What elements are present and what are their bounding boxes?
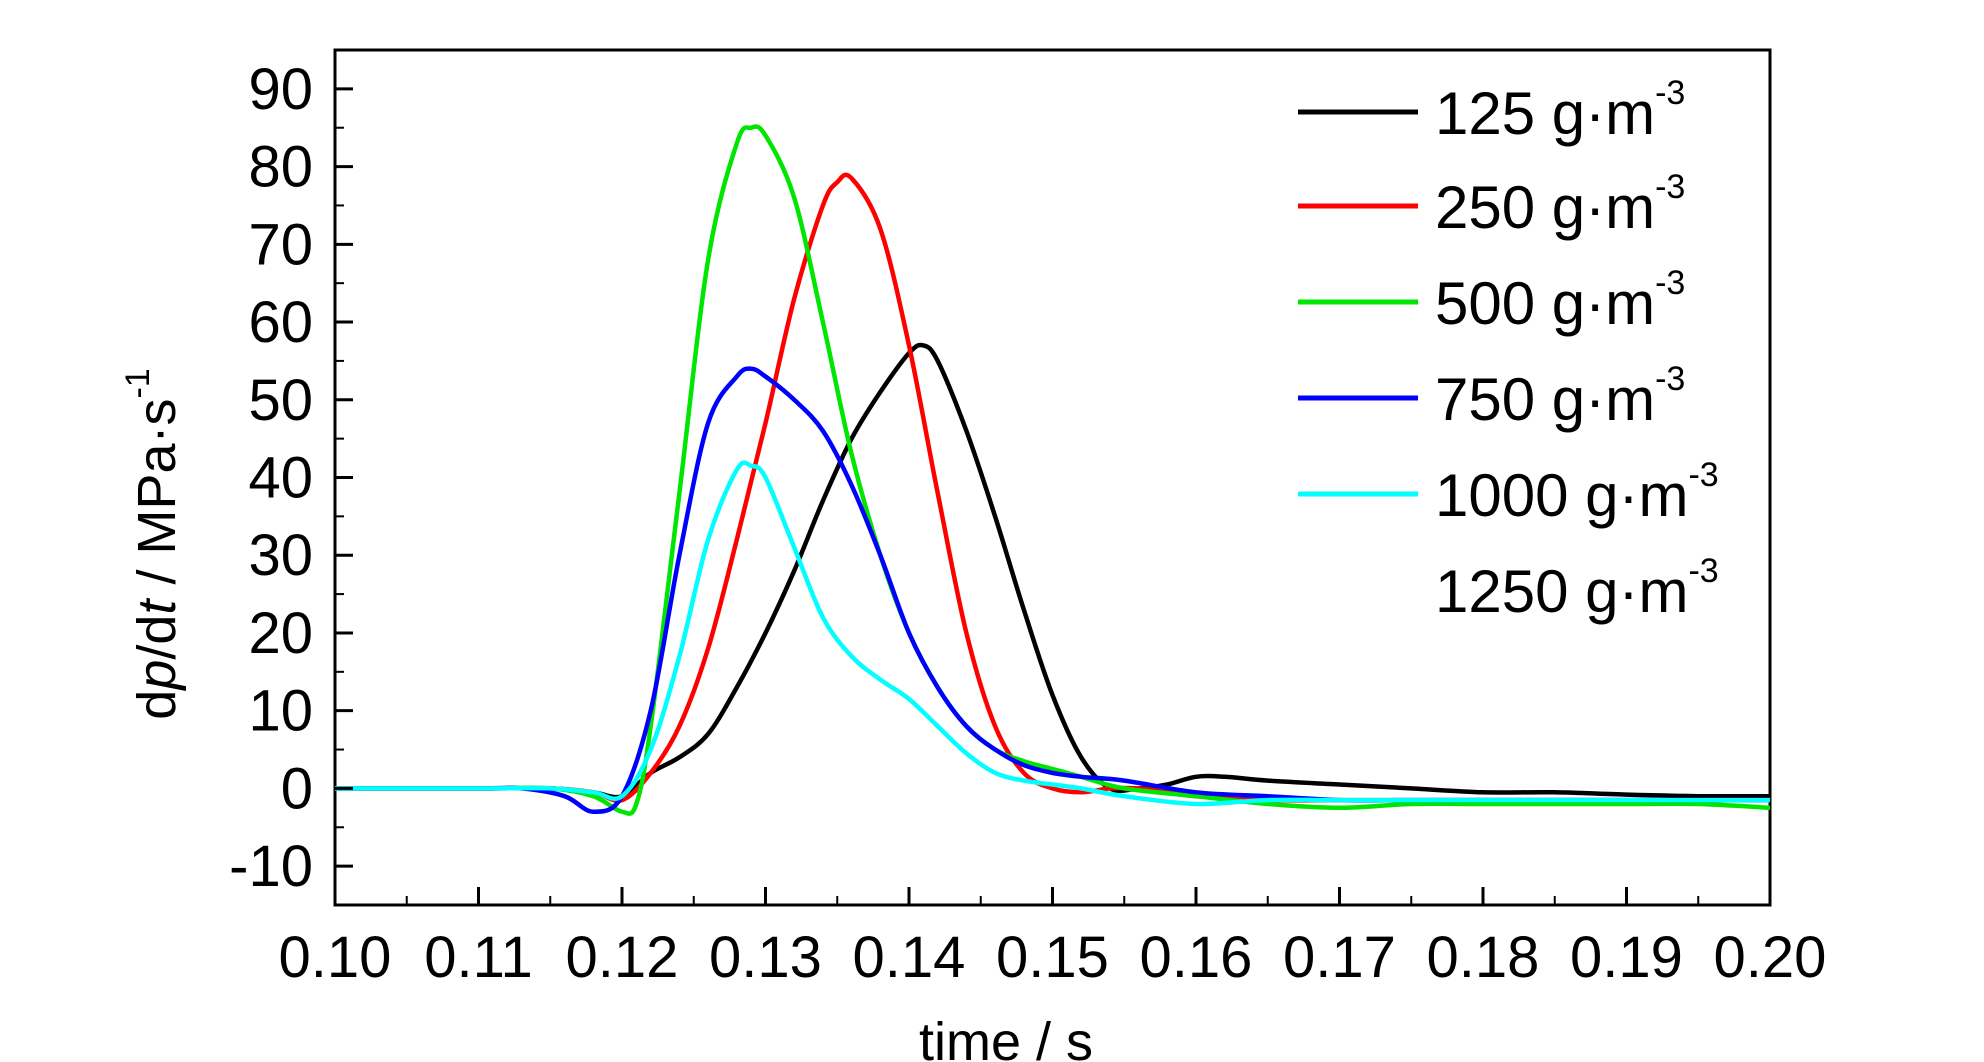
legend-label-5: 1000 g·m-3 xyxy=(1435,456,1719,529)
y-tick-label: 70 xyxy=(248,212,313,277)
x-axis-title: time / s xyxy=(919,1012,1093,1062)
y-axis-title-p: p xyxy=(127,660,187,692)
axes-layer: 0.10 0.11 0.12 0.13 0.14 0.15 0.16 0.17 0.18 0.19… xyxy=(229,57,1826,990)
x-tick-label: 0.12 xyxy=(566,925,679,990)
y-tick-label: 20 xyxy=(248,601,313,666)
y-tick-label: 40 xyxy=(248,446,313,511)
x-tick-label: 0.16 xyxy=(1140,925,1253,990)
y-tick-label: -10 xyxy=(229,834,313,899)
legend-label-superscript: -3 xyxy=(1688,552,1718,590)
x-tick-label: 0.19 xyxy=(1570,925,1683,990)
legend-label-superscript: -3 xyxy=(1655,360,1685,398)
x-tick-label: 0.20 xyxy=(1714,925,1827,990)
x-tick-label: 0.18 xyxy=(1427,925,1540,990)
y-axis-title-part3: / MPa·s xyxy=(127,399,187,600)
x-tick-label: 0.17 xyxy=(1283,925,1396,990)
legend-label-superscript: -3 xyxy=(1655,168,1685,206)
y-axis-title-sup: -1 xyxy=(119,368,157,398)
legend-label-text: 125 g·m xyxy=(1435,80,1655,147)
y-tick-label: 10 xyxy=(248,679,313,744)
x-tick-label: 0.10 xyxy=(279,925,392,990)
legend-label-superscript: -3 xyxy=(1655,74,1685,112)
y-tick-label: 60 xyxy=(248,290,313,355)
x-tick-label: 0.11 xyxy=(424,925,533,990)
y-tick-label: 30 xyxy=(248,523,313,588)
legend-label-4: 750 g·m-3 xyxy=(1435,360,1685,433)
series-layer xyxy=(335,124,1770,816)
legend-label-text: 250 g·m xyxy=(1435,174,1655,241)
y-axis-title-part1: d xyxy=(127,690,187,720)
legend-label-2: 250 g·m-3 xyxy=(1435,168,1685,241)
legend-label-1: 125 g·m-3 xyxy=(1435,74,1685,147)
series-line-5 xyxy=(335,460,1770,807)
y-axis-title: dp/dt / MPa·s-1 xyxy=(119,368,187,719)
series-line-1 xyxy=(335,342,1770,800)
legend-label-superscript: -3 xyxy=(1655,264,1685,302)
y-axis-title-t: t xyxy=(127,598,187,615)
x-tick-label: 0.13 xyxy=(709,925,822,990)
y-tick-label: 0 xyxy=(281,756,313,821)
y-tick-label: 50 xyxy=(248,368,313,433)
x-tick-label: 0.15 xyxy=(996,925,1109,990)
legend-label-text: 1250 g·m xyxy=(1435,558,1688,625)
y-axis-title-part2: /d xyxy=(127,615,187,660)
legend-label-6: 1250 g·m-3 xyxy=(1435,552,1719,625)
x-tick-label: 0.14 xyxy=(853,925,966,990)
legend-label-superscript: -3 xyxy=(1688,456,1718,494)
legend-label-text: 500 g·m xyxy=(1435,270,1655,337)
y-tick-label: 90 xyxy=(248,57,313,122)
legend-label-3: 500 g·m-3 xyxy=(1435,264,1685,337)
legend-label-text: 750 g·m xyxy=(1435,366,1655,433)
legend-label-text: 1000 g·m xyxy=(1435,462,1688,529)
y-tick-label: 80 xyxy=(248,135,313,200)
